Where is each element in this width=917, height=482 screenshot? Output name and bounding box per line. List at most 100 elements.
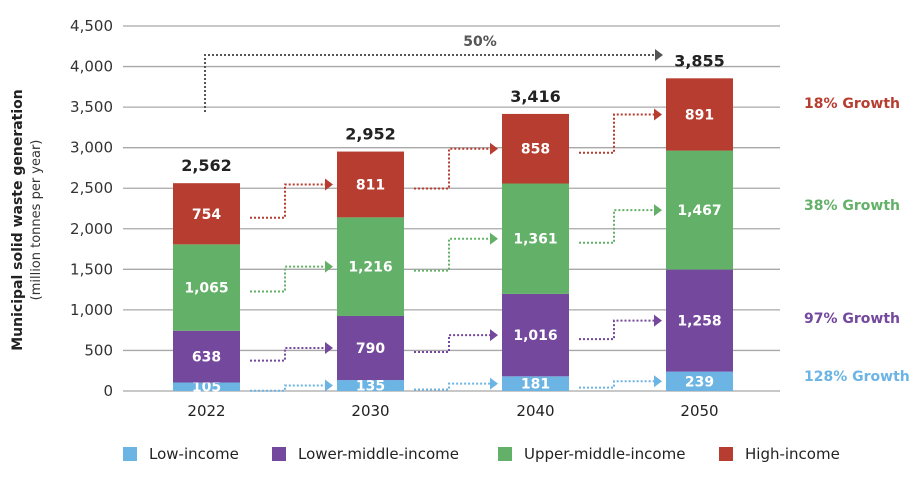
segment-label: 1,258 — [677, 314, 721, 330]
y-tick-label: 1,500 — [70, 260, 113, 278]
y-tick-label: 500 — [84, 341, 113, 359]
growth-step-arrow — [414, 237, 490, 272]
legend-swatch — [272, 447, 286, 461]
arrow-head — [654, 375, 662, 388]
legend-item-lower-middle-income: Lower-middle-income — [272, 440, 459, 468]
total-labels: 2,562 2,952 3,416 3,855 — [181, 51, 725, 175]
segment-label: 135 — [356, 379, 385, 395]
growth-label: 38% Growth — [804, 198, 900, 214]
x-tick-label: 2030 — [351, 402, 389, 420]
segment-label: 1,016 — [513, 328, 557, 344]
arrow-head — [490, 329, 498, 342]
y-tick-label: 4,000 — [70, 58, 113, 76]
growth-label: 128% Growth — [804, 369, 910, 385]
y-axis-title: Municipal solid waste generation — [10, 89, 26, 351]
segment-label: 638 — [192, 350, 221, 366]
growth-step-arrow — [250, 384, 325, 392]
arrow-head — [325, 379, 333, 392]
segment-label: 1,065 — [184, 281, 228, 297]
legend-item-upper-middle-income: Upper-middle-income — [498, 440, 685, 468]
segment-label: 181 — [521, 377, 550, 393]
legend-label: Low-income — [149, 445, 239, 463]
bars: 105 638 1,065 754 135 790 1,216 811 181 1,016 1,36… — [173, 78, 733, 396]
bar-segment — [502, 113, 569, 184]
bar-segment — [502, 183, 569, 294]
arrow-head — [325, 178, 333, 191]
segment-label: 1,361 — [513, 232, 557, 248]
growth-step-arrow — [579, 209, 654, 244]
bar-segment — [173, 183, 240, 245]
bar-segment — [337, 315, 404, 381]
y-axis-subtitle: (million tonnes per year) — [29, 140, 44, 301]
legend-label: Upper-middle-income — [524, 445, 686, 463]
overall-growth-label: 50% — [463, 34, 497, 50]
legend-swatch — [123, 447, 137, 461]
arrow-head — [490, 377, 498, 390]
bar-segment — [337, 151, 404, 218]
legend-swatch — [719, 447, 733, 461]
legend-item-high-income: High-income — [719, 440, 840, 468]
y-axis-ticks: 0 500 1,000 1,500 2,000 2,500 3,000 3,500 4,000 4… — [70, 17, 113, 400]
segment-label: 1,467 — [677, 203, 721, 219]
segment-label: 790 — [356, 341, 385, 357]
y-tick-label: 3,000 — [70, 139, 113, 157]
total-label: 2,562 — [181, 156, 232, 175]
growth-arrows — [250, 108, 662, 392]
x-axis-categories: 2022 2030 2040 2050 — [187, 402, 718, 420]
segment-label: 754 — [192, 207, 221, 223]
growth-step-arrow — [414, 382, 490, 391]
bar-segment — [337, 217, 404, 316]
growth-label: 18% Growth — [804, 96, 900, 112]
bar-segment — [666, 150, 733, 270]
growth-step-arrow — [414, 334, 490, 354]
arrow-head — [490, 142, 498, 155]
arrow-head — [325, 260, 333, 273]
overall-arrow-head — [655, 49, 663, 61]
x-tick-label: 2040 — [516, 402, 554, 420]
y-axis-label: Municipal solid waste generation (millio… — [10, 89, 44, 351]
bar-segment — [666, 269, 733, 372]
bar-segment — [173, 330, 240, 383]
segment-label: 858 — [521, 142, 550, 158]
legend-label: High-income — [745, 445, 840, 463]
legend-label: Lower-middle-income — [298, 445, 459, 463]
arrow-head — [654, 314, 662, 327]
x-tick-label: 2022 — [187, 402, 225, 420]
growth-step-arrow — [250, 183, 325, 219]
y-tick-label: 2,000 — [70, 220, 113, 238]
growth-step-arrow — [579, 380, 654, 389]
total-label: 3,416 — [510, 87, 561, 106]
x-tick-label: 2050 — [680, 402, 718, 420]
segment-label: 105 — [192, 380, 221, 396]
segment-label: 811 — [356, 177, 385, 193]
growth-step-arrow — [250, 347, 325, 362]
bar-segment — [666, 371, 733, 391]
growth-step-arrow — [250, 265, 325, 293]
legend: Low-income Lower-middle-income Upper-mid… — [0, 440, 917, 468]
overall-arrow-line — [204, 54, 655, 112]
total-label: 2,952 — [345, 125, 396, 144]
segment-label: 891 — [685, 107, 714, 123]
segment-label: 1,216 — [348, 260, 392, 276]
y-tick-label: 0 — [103, 382, 113, 400]
bar-segment — [173, 244, 240, 331]
y-tick-label: 4,500 — [70, 17, 113, 35]
segment-label: 239 — [685, 374, 714, 390]
growth-step-arrow — [414, 147, 490, 190]
bar-segment — [666, 78, 733, 151]
bar-segment — [337, 380, 404, 391]
legend-item-low-income: Low-income — [123, 440, 239, 468]
y-tick-label: 3,500 — [70, 98, 113, 116]
legend-swatch — [498, 447, 512, 461]
arrow-head — [654, 108, 662, 121]
overall-growth-arrow: 50% — [204, 34, 663, 112]
growth-step-arrow — [579, 319, 654, 341]
arrow-head — [490, 232, 498, 245]
bar-segment — [173, 382, 240, 391]
growth-label: 97% Growth — [804, 311, 900, 327]
y-tick-label: 2,500 — [70, 179, 113, 197]
arrow-head — [654, 204, 662, 217]
arrow-head — [325, 342, 333, 355]
growth-step-arrow — [579, 113, 654, 154]
